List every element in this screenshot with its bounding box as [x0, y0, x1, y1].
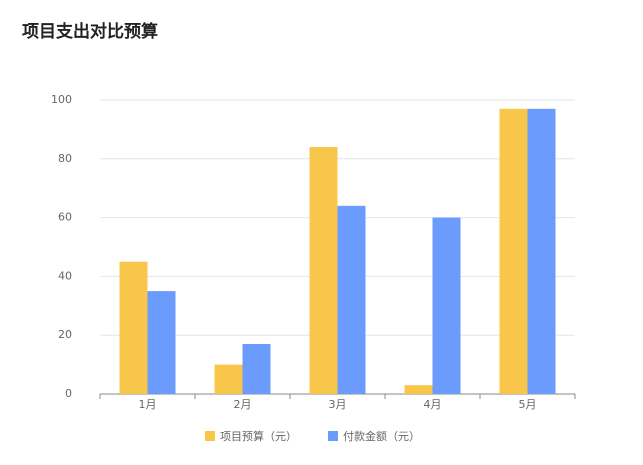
x-tick-label: 1月	[139, 398, 157, 411]
bar	[432, 217, 461, 394]
x-tick-label: 3月	[329, 398, 347, 411]
y-tick-label: 80	[58, 152, 72, 165]
y-tick-label: 40	[58, 269, 72, 282]
x-tick-label: 4月	[424, 398, 442, 411]
legend-swatch	[328, 431, 338, 441]
chart-title: 项目支出对比预算	[22, 21, 158, 42]
y-tick-label: 0	[65, 387, 72, 400]
legend-swatch	[205, 431, 215, 441]
legend-label: 付款金额（元）	[343, 429, 420, 443]
bar	[309, 147, 338, 394]
bar	[527, 108, 556, 394]
x-tick-label: 5月	[519, 398, 537, 411]
legend-label: 项目预算（元）	[220, 429, 297, 443]
bar	[119, 261, 148, 394]
y-tick-label: 100	[51, 93, 72, 106]
x-tick-label: 2月	[234, 398, 252, 411]
bar	[499, 108, 528, 394]
bar	[214, 364, 243, 394]
bar	[147, 291, 176, 394]
bar	[242, 344, 271, 394]
bar	[404, 385, 433, 394]
y-tick-label: 20	[58, 328, 72, 341]
bar	[337, 205, 366, 394]
y-tick-label: 60	[58, 211, 72, 224]
